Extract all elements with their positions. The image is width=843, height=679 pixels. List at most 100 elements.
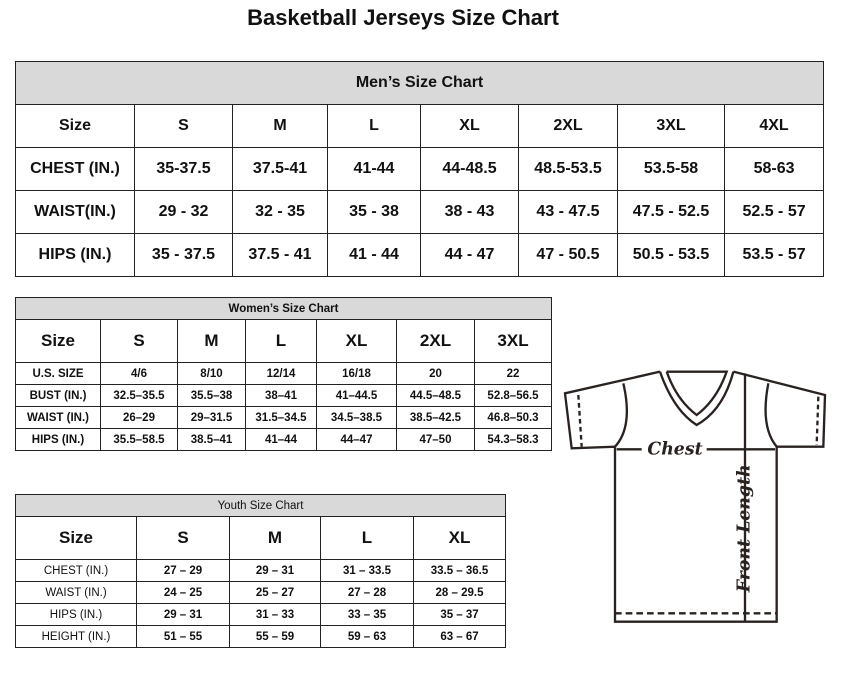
table-row: HEIGHT (IN.) 51 – 55 55 – 59 59 – 63 63 – 67: [15, 625, 507, 648]
column-header: Size: [15, 516, 137, 560]
cell-value: 35 – 37: [412, 603, 507, 626]
column-header: 4XL: [723, 104, 825, 148]
cell-value: 54.3–58.3: [473, 428, 553, 451]
row-label: CHEST (IN.): [15, 147, 135, 191]
table-row: HIPS (IN.) 29 – 31 31 – 33 33 – 35 35 – 37: [15, 603, 507, 626]
table-row: U.S. SIZE 4/6 8/10 12/14 16/18 20 22: [15, 362, 553, 385]
cell-value: 41–44.5: [316, 384, 397, 407]
front-length-label: Front Length: [734, 464, 754, 593]
column-header: M: [229, 516, 321, 560]
cell-value: 47–50: [396, 428, 475, 451]
cell-value: 29–31.5: [177, 406, 246, 429]
cell-value: 25 – 27: [229, 581, 321, 604]
cell-value: 34.5–38.5: [316, 406, 397, 429]
cell-value: 55 – 59: [229, 625, 321, 648]
table-row: WAIST(IN.) 29 - 32 32 - 35 35 - 38 38 - 43 43…: [15, 190, 825, 234]
cell-value: 35.5–58.5: [100, 428, 178, 451]
row-label: HIPS (IN.): [15, 233, 135, 277]
column-header: L: [320, 516, 414, 560]
cell-value: 47.5 - 52.5: [617, 190, 725, 234]
men-chart-title: Men’s Size Chart: [14, 61, 825, 105]
cell-value: 28 – 29.5: [412, 581, 507, 604]
table-row: CHEST (IN.) 35-37.5 37.5-41 41-44 44-48.5 48.…: [15, 147, 825, 191]
cell-value: 35.5–38: [177, 384, 246, 407]
cell-value: 46.8–50.3: [473, 406, 553, 429]
cell-value: 35-37.5: [134, 147, 233, 191]
cell-value: 41-44: [327, 147, 421, 191]
column-header: L: [327, 104, 421, 148]
table-row: WAIST (IN.) 24 – 25 25 – 27 27 – 28 28 – 29.…: [15, 581, 507, 604]
row-label: CHEST (IN.): [15, 559, 137, 582]
column-header: S: [134, 104, 233, 148]
cell-value: 38 - 43: [420, 190, 519, 234]
row-label: HEIGHT (IN.): [15, 625, 137, 648]
cell-value: 44-48.5: [420, 147, 519, 191]
cell-value: 41–44: [245, 428, 317, 451]
cell-value: 51 – 55: [136, 625, 230, 648]
row-label: WAIST(IN.): [15, 190, 135, 234]
cell-value: 27 – 29: [136, 559, 230, 582]
cell-value: 29 – 31: [136, 603, 230, 626]
cell-value: 27 – 28: [320, 581, 414, 604]
youth-size-table: Youth Size Chart Size S M L XL CHEST (IN.) 27 –…: [14, 494, 507, 648]
cell-value: 48.5-53.5: [518, 147, 618, 191]
column-header: 3XL: [473, 319, 553, 363]
cell-value: 31 – 33: [229, 603, 321, 626]
cell-value: 52.5 - 57: [723, 190, 825, 234]
cell-value: 32.5–35.5: [100, 384, 178, 407]
women-chart-title: Women’s Size Chart: [14, 297, 553, 320]
cell-value: 44.5–48.5: [396, 384, 475, 407]
cell-value: 37.5 - 41: [232, 233, 328, 277]
cell-value: 12/14: [245, 362, 317, 385]
row-label: BUST (IN.): [15, 384, 101, 407]
chest-label: Chest: [647, 439, 702, 459]
cell-value: 31 – 33.5: [320, 559, 414, 582]
cell-value: 38–41: [245, 384, 317, 407]
cell-value: 29 – 31: [229, 559, 321, 582]
page-title: Basketball Jerseys Size Chart: [247, 5, 559, 30]
row-label: U.S. SIZE: [15, 362, 101, 385]
cell-value: 35 - 37.5: [134, 233, 233, 277]
cell-value: 35 - 38: [327, 190, 421, 234]
column-header: M: [177, 319, 246, 363]
column-header: 2XL: [396, 319, 475, 363]
cell-value: 38.5–41: [177, 428, 246, 451]
cell-value: 4/6: [100, 362, 178, 385]
jersey-diagram: Chest Front Length: [563, 370, 827, 623]
table-row: WAIST (IN.) 26–29 29–31.5 31.5–34.5 34.5–38.…: [15, 406, 553, 429]
column-header: Size: [15, 319, 101, 363]
cell-value: 24 – 25: [136, 581, 230, 604]
cell-value: 33 – 35: [320, 603, 414, 626]
column-header: XL: [412, 516, 507, 560]
cell-value: 29 - 32: [134, 190, 233, 234]
cell-value: 41 - 44: [327, 233, 421, 277]
cell-value: 8/10: [177, 362, 246, 385]
womens-size-table: Women’s Size Chart Size S M L XL 2XL 3XL U.S. SI…: [14, 297, 553, 451]
cell-value: 33.5 – 36.5: [412, 559, 507, 582]
cell-value: 50.5 - 53.5: [617, 233, 725, 277]
cell-value: 44 - 47: [420, 233, 519, 277]
cell-value: 38.5–42.5: [396, 406, 475, 429]
column-header: Size: [15, 104, 135, 148]
column-header: 3XL: [617, 104, 725, 148]
cell-value: 52.8–56.5: [473, 384, 553, 407]
cell-value: 31.5–34.5: [245, 406, 317, 429]
cell-value: 26–29: [100, 406, 178, 429]
cell-value: 32 - 35: [232, 190, 328, 234]
table-row: HIPS (IN.) 35.5–58.5 38.5–41 41–44 44–47 47–5…: [15, 428, 553, 451]
table-row: HIPS (IN.) 35 - 37.5 37.5 - 41 41 - 44 44 - …: [15, 233, 825, 277]
row-label: HIPS (IN.): [15, 428, 101, 451]
cell-value: 53.5 - 57: [723, 233, 825, 277]
mens-size-table: Men’s Size Chart Size S M L XL 2XL 3XL 4XL CHEST …: [14, 61, 825, 277]
cell-value: 47 - 50.5: [518, 233, 618, 277]
column-header: S: [136, 516, 230, 560]
table-row: BUST (IN.) 32.5–35.5 35.5–38 38–41 41–44.5 44…: [15, 384, 553, 407]
row-label: HIPS (IN.): [15, 603, 137, 626]
cell-value: 58-63: [723, 147, 825, 191]
column-header: M: [232, 104, 328, 148]
column-header: S: [100, 319, 178, 363]
column-header: 2XL: [518, 104, 618, 148]
cell-value: 16/18: [316, 362, 397, 385]
cell-value: 37.5-41: [232, 147, 328, 191]
column-header: L: [245, 319, 317, 363]
